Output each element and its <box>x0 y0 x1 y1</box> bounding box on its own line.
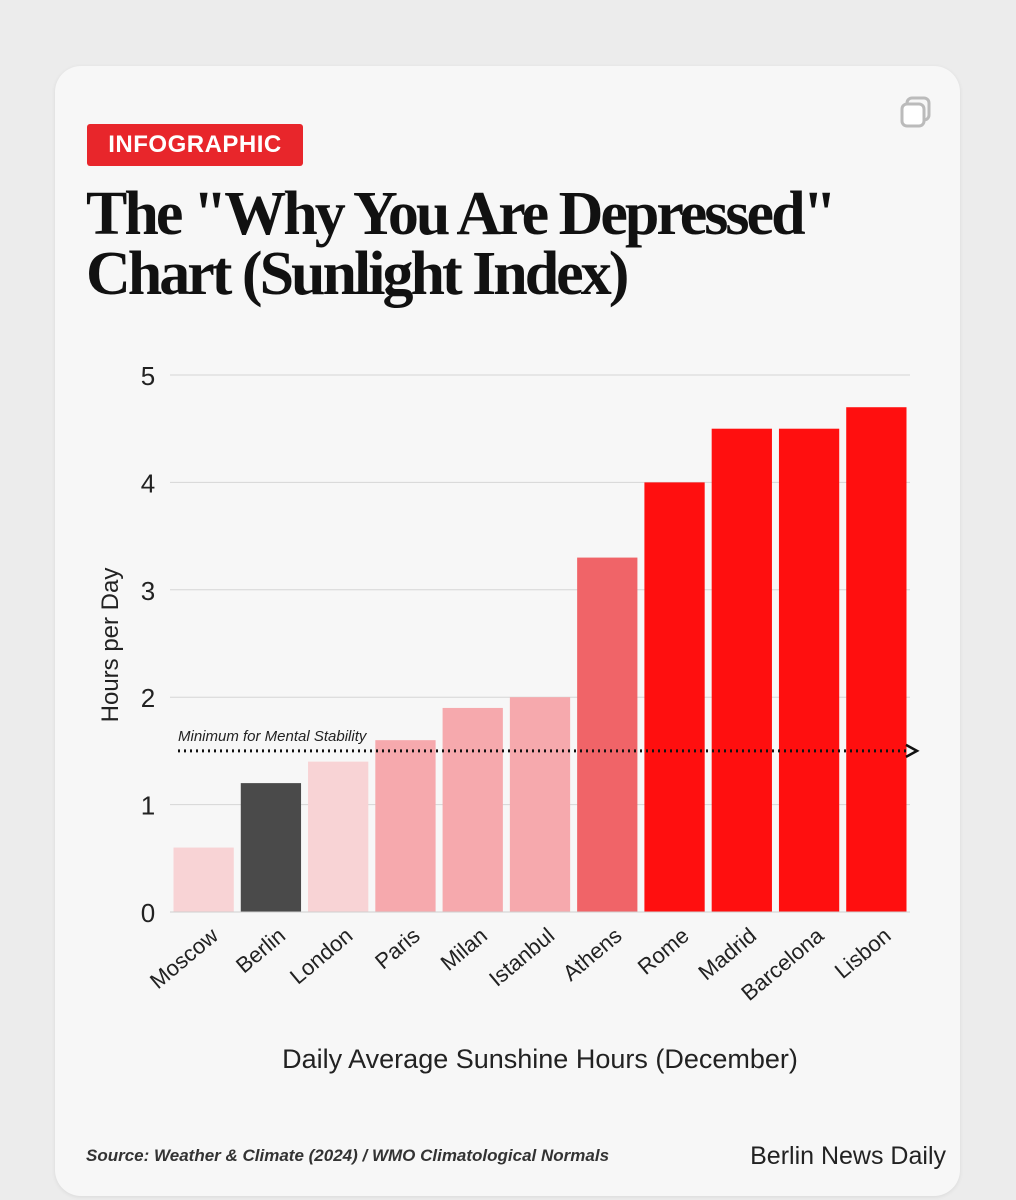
category-tag: INFOGRAPHIC <box>87 124 303 166</box>
bar-moscow <box>173 847 234 912</box>
y-tick-label: 1 <box>141 791 155 821</box>
x-tick-label: London <box>285 923 357 989</box>
y-tick-label: 3 <box>141 576 155 606</box>
x-tick-label: Moscow <box>145 923 223 994</box>
x-tick-label: Athens <box>558 923 627 986</box>
brand-name: Berlin News Daily <box>750 1142 946 1170</box>
y-tick-label: 5 <box>141 361 155 391</box>
bar-athens <box>577 557 638 912</box>
bar-madrid <box>711 428 772 912</box>
source-note: Source: Weather & Climate (2024) / WMO C… <box>86 1146 610 1165</box>
x-tick-label: Paris <box>370 923 424 974</box>
x-tick-label: Berlin <box>231 923 290 978</box>
bar-istanbul <box>509 697 571 912</box>
bar-barcelona <box>778 428 840 912</box>
y-tick-label: 2 <box>141 683 155 713</box>
bar-berlin <box>240 783 302 912</box>
bar-lisbon <box>846 407 907 912</box>
chart-title: The "Why You Are Depressed" Chart (Sunli… <box>86 180 837 308</box>
x-tick-label: Istanbul <box>484 923 559 992</box>
y-axis-label: Hours per Day <box>97 568 124 723</box>
bar-rome <box>644 482 705 912</box>
y-tick-label: 0 <box>141 898 155 928</box>
x-tick-label: Rome <box>633 923 694 980</box>
reference-arrowhead <box>905 743 920 758</box>
bar-london <box>308 761 369 912</box>
bar-paris <box>375 740 436 912</box>
x-tick-label: Milan <box>436 923 492 976</box>
copy-icon[interactable] <box>895 90 939 139</box>
reference-line-label: Minimum for Mental Stability <box>178 728 368 745</box>
x-axis-label: Daily Average Sunshine Hours (December) <box>282 1044 798 1074</box>
y-tick-label: 4 <box>141 468 155 498</box>
bar-milan <box>442 707 503 912</box>
x-tick-label: Lisbon <box>830 923 896 984</box>
